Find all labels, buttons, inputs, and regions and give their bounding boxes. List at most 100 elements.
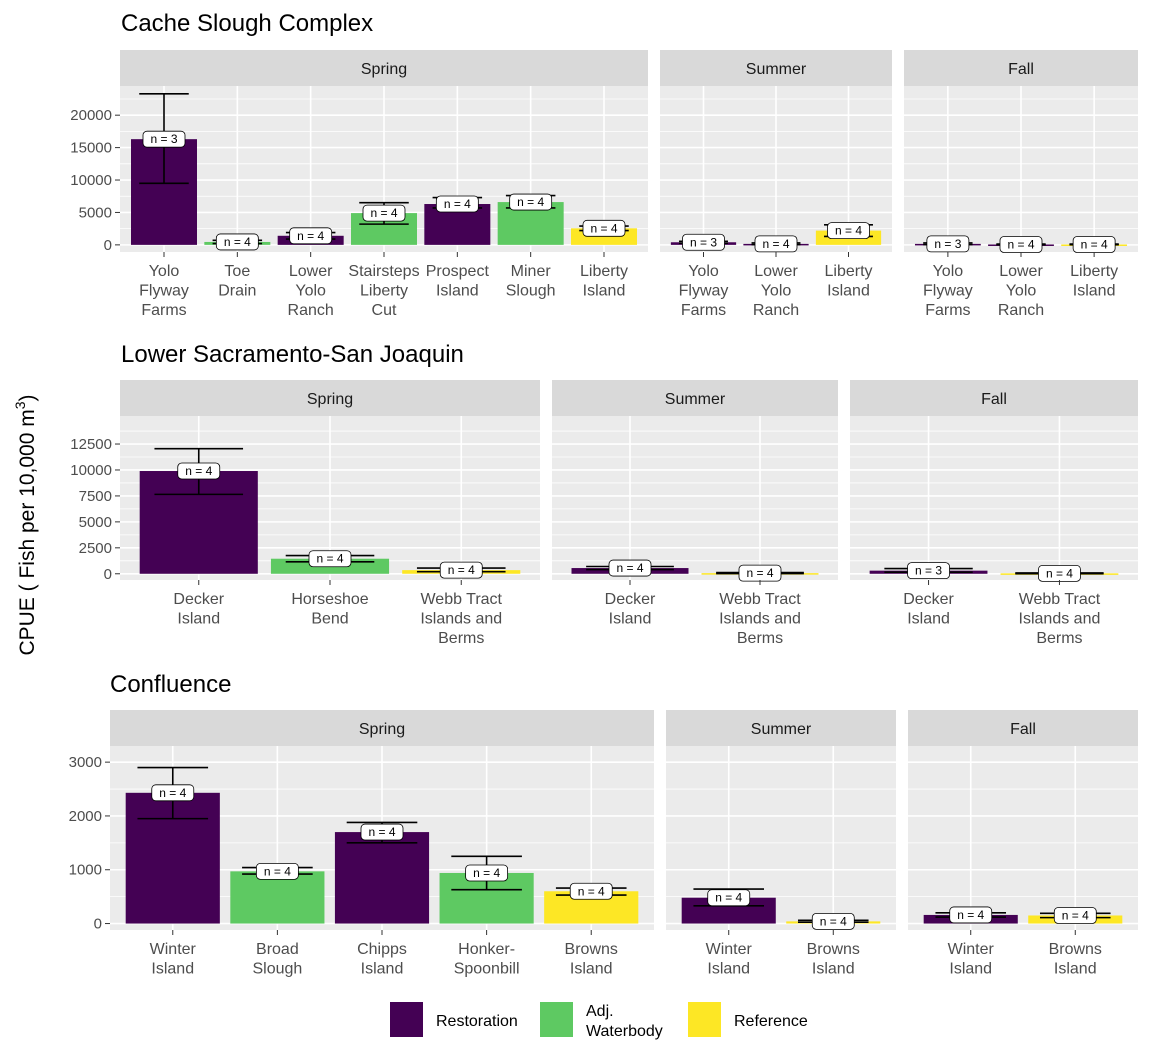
- n-label-box: [435, 195, 479, 213]
- legend-label: Reference: [734, 1013, 808, 1030]
- x-tick-label-line: Farms: [141, 302, 186, 319]
- x-tick-label: Decker Island: [605, 591, 656, 628]
- legend: Restoration Adj. Waterbody Reference: [390, 1002, 808, 1040]
- y-axis-label: CPUE ( Fish per 10,000 m3): [12, 394, 39, 655]
- panel-spring: Spring n = 4 Winter Island n = 4 Broad Slough n…: [110, 710, 654, 978]
- x-tick-label-line: Browns: [807, 941, 860, 958]
- y-tick-label: 5000: [79, 204, 112, 221]
- x-tick-label-line: Lower: [754, 263, 798, 280]
- facet-strip: [666, 710, 896, 746]
- x-tick-label-line: Yolo: [295, 283, 326, 300]
- legend-label-line: Adj.: [586, 1003, 614, 1020]
- n-label-box: [308, 550, 352, 568]
- x-tick-label-line: Berms: [438, 630, 484, 647]
- x-tick-label-line: Liberty: [580, 263, 628, 280]
- facet-label: Spring: [359, 721, 405, 738]
- x-tick-label-line: Island: [1073, 283, 1116, 300]
- x-tick-label-line: Toe: [224, 263, 250, 280]
- x-tick-label-line: Winter: [706, 941, 753, 958]
- facet-strip: [850, 380, 1138, 416]
- facet-label: Fall: [1010, 721, 1036, 738]
- n-label-box: [1053, 907, 1097, 924]
- panel-summer: Summer n = 4 Decker Island n = 4 Webb Tract Is…: [552, 380, 838, 647]
- x-tick-label-line: Cut: [372, 302, 397, 319]
- legend-item: Reference: [688, 1002, 808, 1037]
- n-label: n = 3: [690, 235, 717, 249]
- x-tick-label-line: Winter: [150, 941, 197, 958]
- facet-strip: [110, 710, 654, 746]
- y-axis-label-text: CPUE ( Fish per 10,000 m: [16, 409, 39, 655]
- n-label-box: [289, 227, 333, 245]
- panel-fall: Fall n = 3 Decker Island n = 4 Webb Tract Isla…: [850, 380, 1138, 647]
- x-tick-label-line: Prospect: [426, 263, 490, 280]
- facet-label: Summer: [751, 721, 812, 738]
- x-tick-label: Honker- Spoonbill: [454, 941, 520, 978]
- svg-text:CPUE ( Fish per 10,000 m3): CPUE ( Fish per 10,000 m3): [12, 394, 39, 655]
- x-tick-label: Winter Island: [948, 941, 995, 978]
- x-tick-label: Liberty Island: [1070, 263, 1118, 300]
- n-label-box: [362, 204, 406, 222]
- n-label: n = 4: [957, 908, 984, 922]
- panel-spring: Spring n = 4 Decker Island n = 4 Horseshoe Ben…: [120, 380, 540, 647]
- x-tick-label-line: Island: [177, 611, 220, 628]
- chart-title: Cache Slough Complex: [121, 10, 373, 37]
- n-label: n = 4: [159, 786, 186, 800]
- n-label-box: [926, 235, 970, 253]
- x-tick-label-line: Browns: [1049, 941, 1102, 958]
- chart-row-3: Confluence 0 1000 2000 3000 Spring n = 4 Winter…: [69, 671, 1138, 978]
- x-tick-label: Winter Island: [706, 941, 753, 978]
- x-tick-label-line: Island: [609, 611, 652, 628]
- x-tick-label-line: Island: [583, 283, 626, 300]
- y-tick-label: 0: [104, 237, 112, 254]
- x-tick-label-line: Farms: [681, 302, 726, 319]
- x-tick-label-line: Spoonbill: [454, 961, 520, 978]
- x-tick-label-line: Flyway: [923, 283, 973, 300]
- facet-label: Summer: [746, 61, 807, 78]
- x-tick-label-line: Flyway: [679, 283, 729, 300]
- n-label-box: [215, 233, 259, 251]
- x-tick-label-line: Chipps: [357, 941, 407, 958]
- y-tick-label: 12500: [70, 436, 112, 453]
- chart-title: Lower Sacramento-San Joaquin: [121, 341, 464, 368]
- n-label: n = 4: [762, 237, 789, 251]
- chart-row-1: Cache Slough Complex 0 5000 10000 15000 20000…: [70, 10, 1138, 319]
- y-tick-label: 10000: [70, 172, 112, 189]
- y-axis-label-superscript: 3: [12, 401, 28, 409]
- n-label-box: [569, 882, 613, 900]
- n-label: n = 4: [316, 552, 343, 566]
- x-tick-label: Browns Island: [807, 941, 860, 978]
- n-label-box: [255, 862, 299, 880]
- legend-swatch: [540, 1002, 573, 1037]
- legend-label: Adj. Waterbody: [586, 1003, 663, 1040]
- facet-strip: [904, 50, 1138, 86]
- x-tick-label: Prospect Island: [426, 263, 490, 300]
- x-tick-label-line: Miner: [511, 263, 552, 280]
- n-label: n = 4: [820, 914, 847, 928]
- n-label-box: [754, 235, 798, 253]
- n-label: n = 3: [934, 237, 961, 251]
- n-label-box: [608, 559, 652, 577]
- y-tick-label: 0: [104, 566, 112, 583]
- x-tick-label-line: Decker: [903, 591, 954, 608]
- facet-strip: [908, 710, 1138, 746]
- n-label: n = 4: [835, 224, 862, 238]
- n-label-box: [949, 906, 993, 924]
- x-tick-label-line: Berms: [1036, 630, 1082, 647]
- facet-strip: [552, 380, 838, 416]
- x-tick-label-line: Island: [1054, 961, 1097, 978]
- x-tick-label: Decker Island: [173, 591, 224, 628]
- legend-swatch: [688, 1002, 721, 1037]
- n-label-box: [177, 462, 221, 480]
- x-tick-label: Lower Yolo Ranch: [998, 263, 1044, 319]
- n-label-box: [582, 219, 626, 237]
- x-tick-label-line: Bend: [311, 611, 348, 628]
- facet-label: Fall: [1008, 61, 1034, 78]
- n-label: n = 4: [590, 221, 617, 235]
- x-tick-label: Miner Slough: [506, 263, 556, 300]
- x-tick-label-line: Browns: [565, 941, 618, 958]
- x-tick-label: Liberty Island: [580, 263, 628, 300]
- chart-row-2: Lower Sacramento-San Joaquin 0 2500 5000 750…: [70, 341, 1138, 647]
- n-label-box: [360, 823, 404, 841]
- x-tick-label-line: Honker-: [458, 941, 515, 958]
- x-tick-label: Yolo Flyway Farms: [923, 263, 973, 319]
